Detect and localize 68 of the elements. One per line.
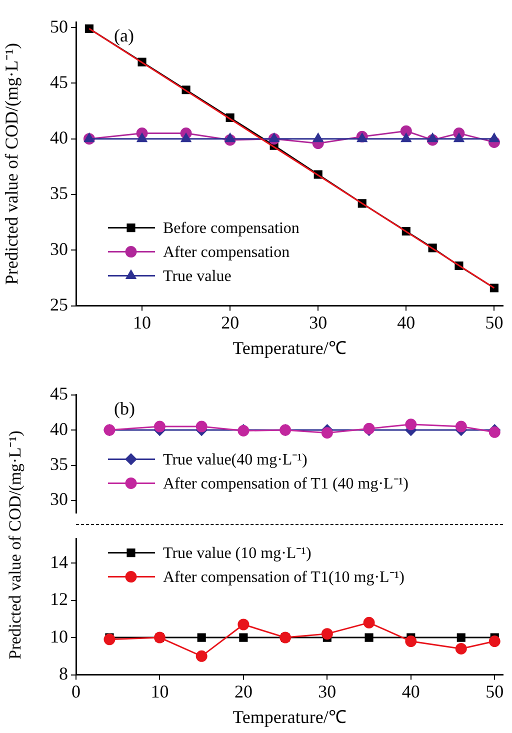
- point: [321, 427, 333, 439]
- y-tick-label: 8: [59, 664, 68, 684]
- point: [136, 133, 148, 142]
- point: [489, 133, 500, 142]
- y-tick-label: 40: [50, 128, 68, 148]
- annotation: (b): [114, 398, 135, 419]
- point: [363, 616, 375, 628]
- x-tick-label: 40: [397, 312, 416, 332]
- point: [400, 125, 412, 137]
- y-tick-label: 50: [50, 16, 68, 36]
- x-tick-label: 30: [309, 312, 328, 332]
- point: [224, 133, 236, 142]
- point: [488, 426, 500, 438]
- point: [154, 420, 166, 432]
- x-tick-label: 0: [72, 681, 80, 702]
- legend-label: After compensation of T1 (40 mg·L⁻¹): [163, 475, 408, 492]
- legend-label: After compensation: [163, 244, 290, 262]
- y-tick-label: 45: [50, 384, 68, 404]
- y-tick-label: 30: [50, 489, 68, 510]
- point: [405, 636, 417, 648]
- y-tick-label: 35: [50, 454, 68, 474]
- annotation: (a): [114, 26, 134, 46]
- y-tick-label: 45: [50, 72, 68, 92]
- x-axis-title: Temperature/℃: [232, 338, 346, 358]
- y-axis-title: Predicted value of COD/(mg·L⁻¹): [4, 430, 26, 660]
- point: [104, 634, 116, 646]
- point: [196, 650, 208, 662]
- x-tick-label: 50: [485, 312, 504, 332]
- point: [180, 133, 192, 142]
- point: [488, 636, 500, 648]
- point: [84, 133, 94, 142]
- point: [269, 133, 280, 142]
- point: [456, 633, 466, 642]
- x-tick-label: 40: [402, 681, 420, 702]
- point: [454, 133, 464, 142]
- legend-label: True value: [163, 268, 232, 286]
- point: [401, 133, 412, 142]
- point: [321, 628, 333, 640]
- point: [196, 420, 208, 432]
- x-axis-title: Temperature/℃: [232, 706, 346, 727]
- y-tick-label: 12: [50, 589, 68, 610]
- x-tick-label: 50: [486, 681, 504, 702]
- x-tick-label: 10: [150, 681, 169, 702]
- x-tick-label: 30: [318, 681, 336, 702]
- point: [238, 618, 250, 630]
- legend-label: True value(40 mg·L⁻¹): [163, 451, 308, 468]
- y-tick-label: 30: [50, 238, 68, 259]
- y-axis-title: Predicted value of COD/(mg·L⁻¹): [2, 42, 22, 285]
- point: [364, 633, 374, 642]
- point: [405, 418, 417, 430]
- y-tick-label: 35: [50, 183, 68, 204]
- y-tick-label: 40: [50, 418, 68, 439]
- point: [239, 633, 248, 642]
- point: [197, 633, 206, 642]
- y-tick-label: 10: [50, 626, 68, 646]
- x-tick-label: 10: [133, 312, 152, 332]
- y-tick-label: 25: [50, 294, 68, 315]
- x-tick-label: 20: [221, 312, 240, 332]
- legend-label: Before compensation: [163, 220, 300, 238]
- point: [455, 642, 467, 654]
- y-tick-label: 14: [50, 552, 68, 572]
- legend-label: After compensation of T1(10 mg·L⁻¹): [163, 569, 404, 586]
- point: [313, 133, 324, 142]
- legend-label: True value (10 mg·L⁻¹): [163, 545, 312, 562]
- point: [357, 133, 368, 142]
- point: [427, 133, 438, 142]
- x-tick-label: 20: [234, 681, 252, 702]
- point: [455, 420, 467, 432]
